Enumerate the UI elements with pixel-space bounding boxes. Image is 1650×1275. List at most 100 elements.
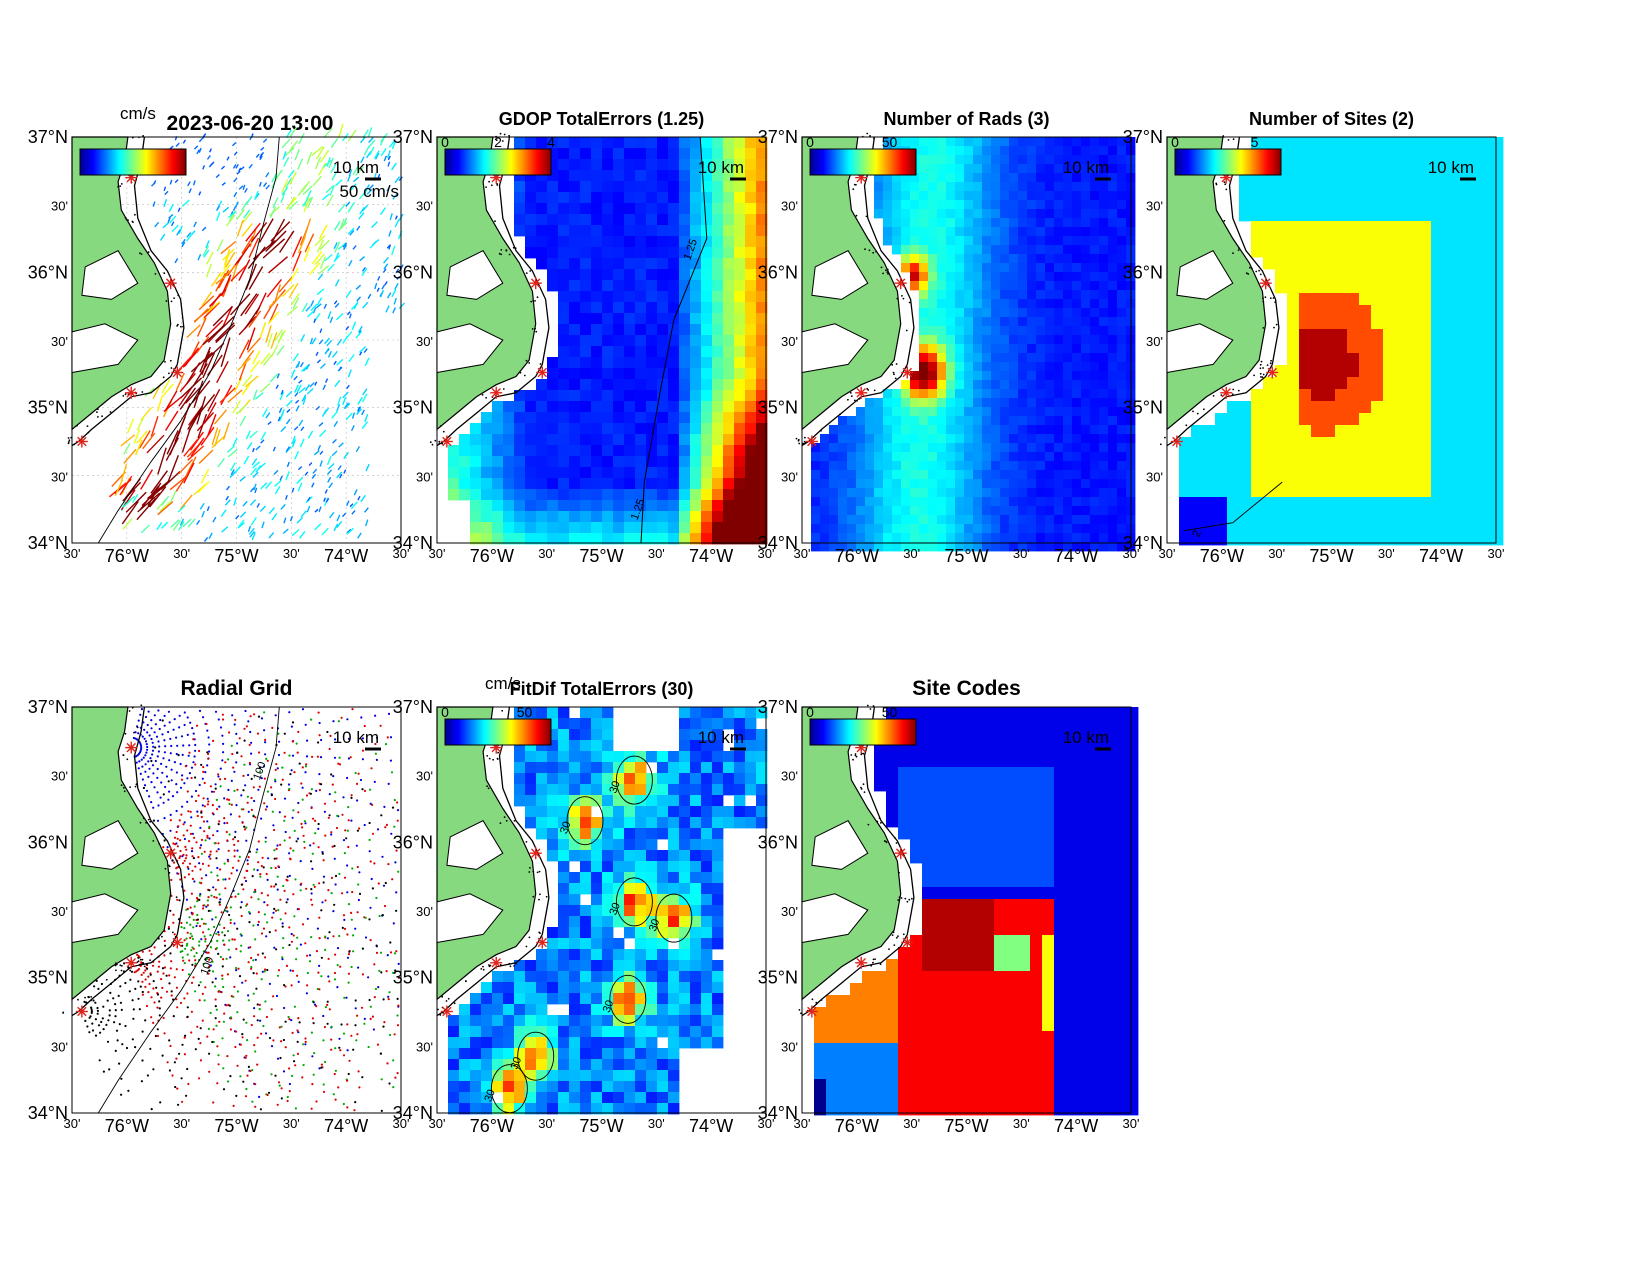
field-cell [874, 497, 884, 507]
field-cell [1108, 245, 1118, 255]
radial-grid-point [135, 761, 138, 764]
radial-grid-point [145, 751, 148, 754]
field-cell [1072, 308, 1082, 318]
radial-grid-point [139, 744, 143, 747]
radial-grid-point [311, 867, 314, 871]
current-vector [300, 510, 307, 518]
field-cell [1099, 272, 1109, 282]
radial-grid-point [397, 976, 400, 979]
field-cell [937, 335, 947, 345]
field-cell [955, 218, 965, 228]
field-cell [1347, 281, 1360, 294]
field-cell [1203, 461, 1216, 474]
field-cell [470, 467, 482, 479]
current-vector [319, 328, 323, 334]
field-cell [1371, 137, 1384, 150]
field-cell [865, 479, 875, 489]
field-cell [668, 456, 680, 468]
coast-speck [530, 300, 533, 303]
radial-grid-point [189, 906, 192, 909]
radial-grid-point [227, 788, 230, 792]
field-cell [1299, 197, 1312, 210]
field-cell [679, 214, 691, 226]
field-cell [580, 390, 592, 402]
field-cell [745, 313, 757, 325]
field-cell [734, 423, 746, 435]
coast-speck [891, 364, 894, 366]
coast-speck [182, 325, 184, 328]
field-cell [1090, 443, 1100, 453]
field-cell [1395, 317, 1408, 330]
field-cell [928, 335, 938, 345]
field-cell [1491, 317, 1504, 330]
coast-speck [1227, 139, 1230, 141]
field-cell [991, 272, 1001, 282]
radial-grid-point [157, 740, 160, 743]
current-vector [306, 151, 313, 165]
field-cell [591, 159, 603, 171]
current-vector [347, 129, 357, 142]
radial-grid-point [315, 1100, 318, 1103]
current-vector [312, 175, 322, 187]
field-cell [1117, 236, 1127, 246]
field-cell [668, 280, 680, 292]
current-vector [220, 240, 237, 255]
current-vector [364, 357, 370, 367]
field-cell [470, 445, 482, 457]
field-cell [1371, 497, 1384, 510]
field-cell [756, 423, 768, 435]
field-cell [635, 434, 647, 446]
site-marker [1220, 386, 1233, 399]
field-cell [1027, 326, 1037, 336]
field-cell [591, 302, 603, 314]
coast-speck [1231, 393, 1234, 396]
field-cell [928, 434, 938, 444]
field-cell [991, 155, 1001, 165]
current-vector [381, 284, 386, 290]
field-cell [668, 379, 680, 391]
radial-grid-point [310, 806, 313, 810]
field-cell [536, 533, 548, 545]
field-cell [1090, 173, 1100, 183]
field-cell [829, 443, 839, 453]
coast-speck [142, 135, 145, 137]
field-cell [1018, 164, 1028, 174]
coast-speck [481, 394, 484, 396]
field-cell [701, 214, 713, 226]
current-vector [382, 268, 387, 273]
field-cell [1227, 509, 1240, 522]
field-cell [964, 290, 974, 300]
radial-grid-point [318, 721, 321, 725]
field-cell [1000, 290, 1010, 300]
field-cell [829, 470, 839, 480]
radial-grid-point [189, 824, 192, 827]
scale-bar-label: 10 km [698, 158, 744, 177]
field-cell [1383, 305, 1396, 318]
coast-speck [798, 442, 801, 445]
current-vector [394, 176, 401, 184]
radial-grid-point [340, 716, 343, 719]
current-vector [304, 471, 309, 476]
field-cell [492, 456, 504, 468]
field-cell [1215, 497, 1228, 510]
field-cell [1491, 365, 1504, 378]
field-cell [1018, 524, 1028, 534]
radial-grid-point [245, 839, 248, 842]
field-cell [679, 533, 691, 545]
current-vector [242, 374, 253, 387]
field-cell [1072, 398, 1082, 408]
radial-grid-point [137, 767, 140, 770]
radial-grid-point [356, 1033, 359, 1036]
field-cell [1275, 461, 1288, 474]
field-cell [690, 445, 702, 457]
radial-grid-point [311, 1055, 314, 1058]
current-vector [278, 407, 283, 414]
current-vector [221, 526, 229, 533]
field-cell [991, 317, 1001, 327]
current-vector [365, 463, 370, 472]
field-cell [1467, 533, 1480, 546]
field-cell [1335, 509, 1348, 522]
current-vector [326, 455, 332, 466]
field-cell [1027, 290, 1037, 300]
current-vector [309, 382, 315, 388]
